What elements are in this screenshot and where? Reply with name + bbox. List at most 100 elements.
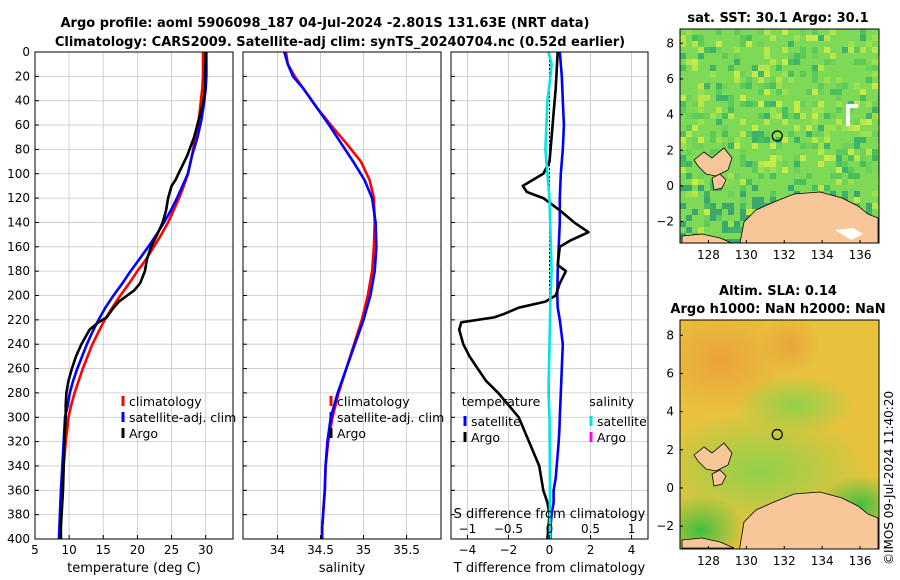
sst-cell <box>866 77 872 83</box>
no-data-patch <box>835 228 863 240</box>
sst-cell <box>770 35 776 41</box>
sst-cell <box>842 167 848 173</box>
series-satellite-adj-clim <box>283 51 378 539</box>
sst-cell <box>698 95 704 101</box>
legend-label: satellite <box>471 414 521 429</box>
sst-cell <box>758 197 764 203</box>
x-axis-label: salinity <box>319 561 366 576</box>
sst-cell <box>860 35 866 41</box>
sst-cell <box>818 107 824 113</box>
sst-cell <box>710 131 716 137</box>
sst-cell <box>776 77 782 83</box>
sst-cell <box>686 227 692 233</box>
map-y-tick-label: 2 <box>666 443 674 457</box>
sst-cell <box>722 125 728 131</box>
sst-cell <box>854 143 860 149</box>
y-tick-label: 320 <box>7 435 30 449</box>
sst-cell <box>698 137 704 143</box>
sst-cell <box>728 173 734 179</box>
series-argo <box>59 51 207 539</box>
sst-cell <box>740 215 746 221</box>
sst-cell <box>812 77 818 83</box>
sst-cell <box>740 203 746 209</box>
sst-cell <box>716 83 722 89</box>
sst-cell <box>686 95 692 101</box>
sst-cell <box>860 29 866 35</box>
sst-cell <box>746 35 752 41</box>
sst-cell <box>770 101 776 107</box>
sst-cell <box>866 41 872 47</box>
sst-cell <box>782 119 788 125</box>
sst-cell <box>752 125 758 131</box>
land-island-small <box>711 173 727 191</box>
sst-cells <box>680 29 879 243</box>
sst-cell <box>728 101 734 107</box>
sst-cell <box>794 107 800 113</box>
sst-cell <box>872 47 878 53</box>
sst-cell <box>794 35 800 41</box>
sst-cell <box>704 191 710 197</box>
sst-cell <box>722 227 728 233</box>
sst-cell <box>860 161 866 167</box>
sst-cell <box>728 95 734 101</box>
sst-cell <box>860 149 866 155</box>
s-tick-label: 1 <box>628 522 636 536</box>
sst-cell <box>800 53 806 59</box>
map-x-tick-label: 128 <box>697 248 720 262</box>
sst-cell <box>746 161 752 167</box>
figure-title-line1: Argo profile: aoml 5906098_187 04-Jul-20… <box>61 16 590 31</box>
sst-cell <box>740 191 746 197</box>
sst-cell <box>854 191 860 197</box>
sst-cell <box>686 113 692 119</box>
map-x-tick-label: 132 <box>773 554 796 568</box>
sst-cell <box>794 137 800 143</box>
series-salinity-satellite <box>544 51 553 539</box>
sst-cell <box>812 185 818 191</box>
sst-cell <box>842 161 848 167</box>
argo-position-marker <box>771 130 783 142</box>
sst-cell <box>800 29 806 35</box>
sst-cell <box>824 155 830 161</box>
sst-cell <box>728 209 734 215</box>
sst-cell <box>740 101 746 107</box>
sst-cell <box>758 89 764 95</box>
sst-cell <box>752 65 758 71</box>
sst-cell <box>776 65 782 71</box>
sst-cell <box>794 59 800 65</box>
sst-cell <box>704 83 710 89</box>
sst-cell <box>734 71 740 77</box>
sst-cell <box>680 35 686 41</box>
legend-label: satellite-adj. clim <box>129 410 236 425</box>
sst-cell <box>680 41 686 47</box>
sst-cell <box>818 185 824 191</box>
sst-cell <box>854 119 860 125</box>
sst-cell <box>740 197 746 203</box>
sst-cell <box>782 29 788 35</box>
sst-cell <box>836 107 842 113</box>
sst-cell <box>812 53 818 59</box>
sst-cell <box>704 221 710 227</box>
sst-cell <box>698 179 704 185</box>
sst-cell <box>740 41 746 47</box>
sst-cell <box>818 101 824 107</box>
sst-cell <box>818 149 824 155</box>
s-tick-label: −1 <box>459 522 477 536</box>
sst-cell <box>752 185 758 191</box>
s-difference-axis-label: S difference from climatology <box>454 507 646 522</box>
sst-cell <box>704 47 710 53</box>
sst-cell <box>812 101 818 107</box>
sst-cell <box>758 161 764 167</box>
sst-cell <box>680 155 686 161</box>
sst-cell <box>746 77 752 83</box>
argo-position-marker <box>771 428 783 441</box>
sst-cell <box>752 203 758 209</box>
x-tick-label: 25 <box>164 543 179 557</box>
sst-cell <box>782 137 788 143</box>
sst-cell <box>710 185 716 191</box>
sst-cell <box>794 113 800 119</box>
sst-cell <box>776 83 782 89</box>
sst-cell <box>728 203 734 209</box>
sst-cell <box>866 119 872 125</box>
sst-cell <box>752 167 758 173</box>
land-island-halmahera <box>693 147 733 177</box>
